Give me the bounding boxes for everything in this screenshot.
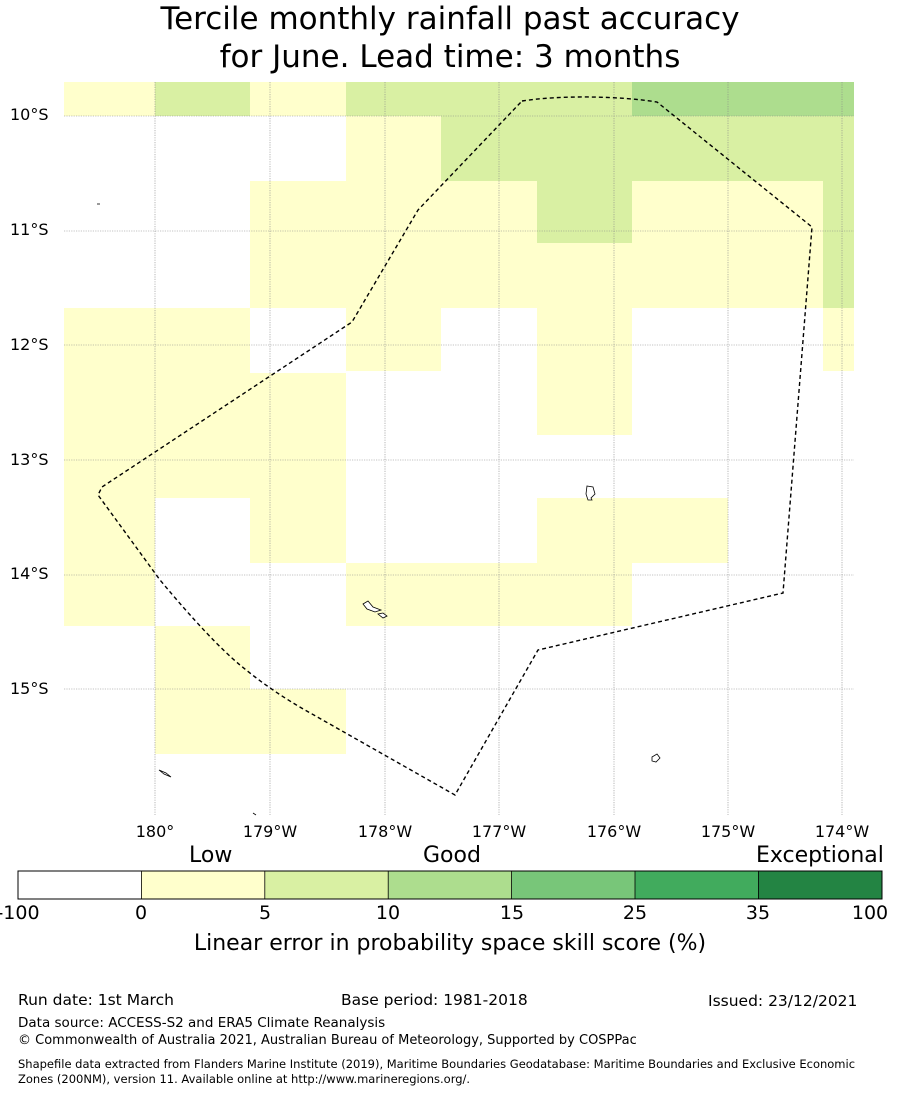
grid-cell [64, 498, 155, 563]
lat-label: 12°S [10, 335, 49, 354]
lon-label: 178°W [357, 822, 413, 841]
chart-title: Tercile monthly rainfall past accuracy f… [0, 0, 900, 76]
island-outlines [97, 203, 661, 816]
colorbar-segment [264, 871, 389, 899]
grid-cell [64, 373, 346, 435]
colorbar-title: Linear error in probability space skill … [193, 931, 707, 956]
island-outline [362, 600, 383, 613]
lat-label: 13°S [10, 450, 49, 469]
data-source: Data source: ACCESS-S2 and ERA5 Climate … [18, 1015, 386, 1031]
grid-cell [823, 181, 854, 308]
lon-label: 179°W [242, 822, 298, 841]
colorbar-segment [388, 871, 512, 899]
colorbar-tick: 5 [258, 902, 272, 924]
grid-cell [250, 498, 346, 563]
title-line-1: Tercile monthly rainfall past accuracy [160, 1, 740, 37]
lat-label: 11°S [10, 220, 49, 239]
grid-cell [64, 308, 250, 373]
category-exceptional: Exceptional [756, 843, 884, 868]
lon-label: 175°W [700, 822, 756, 841]
grid-cell [537, 373, 632, 435]
grid-cell [632, 82, 854, 116]
grid-cell [155, 626, 250, 689]
title-line-2: for June. Lead time: 3 months [219, 39, 681, 75]
island-outline [377, 612, 388, 619]
grid-cell [346, 82, 632, 116]
colorbar-tick: 25 [622, 902, 648, 924]
colorbar-segment [511, 871, 635, 899]
colorbar-frame [17, 870, 883, 900]
grid-cell [346, 308, 441, 371]
colorbar [17, 870, 883, 900]
grid-cell [346, 116, 441, 181]
colorbar-segment [635, 871, 759, 899]
grid-cell [537, 498, 728, 563]
copyright: © Commonwealth of Australia 2021, Austra… [18, 1033, 637, 1048]
lon-label: 176°W [586, 822, 642, 841]
colorbar-segment [758, 871, 882, 899]
grid-cell [537, 181, 632, 243]
graticule [64, 82, 854, 815]
grid-cell [537, 308, 632, 373]
lat-label: 14°S [10, 564, 49, 583]
lon-label: 180° [135, 822, 175, 841]
category-good: Good [423, 843, 481, 868]
grid-cell [155, 689, 346, 754]
island-outline [158, 769, 172, 778]
run-date: Run date: 1st March [18, 991, 174, 1009]
grid-cell [250, 181, 537, 243]
grid-cell [441, 116, 854, 181]
colorbar-tick: 0 [134, 902, 148, 924]
eez-boundary [97, 96, 813, 796]
grid-cell [64, 563, 155, 626]
skill-grid-cells [64, 82, 854, 754]
lon-label: 177°W [471, 822, 527, 841]
grid-cell [64, 82, 155, 116]
lat-label: 15°S [10, 679, 49, 698]
shapefile-credit-line-1: Shapefile data extracted from Flanders M… [18, 1057, 856, 1071]
colorbar-tick: 10 [375, 902, 401, 924]
colorbar-tick: -100 [0, 902, 40, 924]
island-outline [585, 485, 596, 501]
colorbar-segment [18, 871, 142, 899]
colorbar-tick: 15 [499, 902, 525, 924]
lon-label: 174°W [814, 822, 870, 841]
colorbar-segment [141, 871, 265, 899]
island-outline [252, 812, 257, 816]
colorbar-tick: 100 [851, 902, 889, 924]
issued-date: Issued: 23/12/2021 [708, 992, 858, 1010]
grid-cell [250, 82, 346, 116]
colorbar-tick: 35 [745, 902, 771, 924]
grid-cell [155, 82, 250, 116]
island-outline [651, 753, 661, 763]
shapefile-credit-line-2: Zones (200NM), version 11. Available onl… [18, 1072, 471, 1086]
category-low: Low [189, 843, 233, 868]
grid-cell [632, 181, 823, 243]
base-period: Base period: 1981-2018 [341, 991, 528, 1009]
lat-label: 10°S [10, 105, 49, 124]
grid-cell [823, 308, 854, 371]
grid-cell [64, 435, 346, 498]
grid-cell [250, 243, 823, 308]
grid-cell [346, 563, 632, 626]
